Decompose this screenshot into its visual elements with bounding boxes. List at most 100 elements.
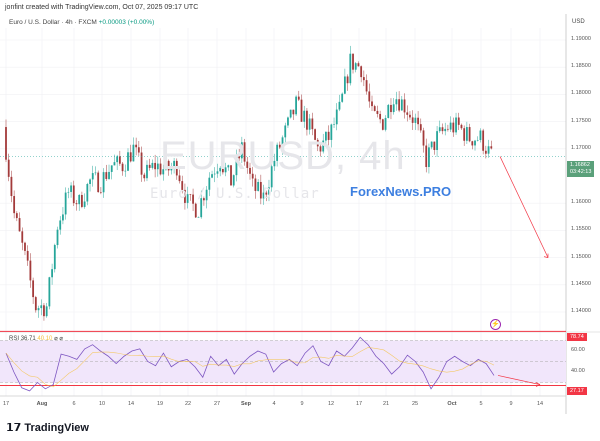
candle-body — [447, 128, 449, 130]
symbol-name: Euro / U.S. Dollar · 4h · FXCM — [9, 19, 97, 26]
candle-body — [479, 130, 482, 141]
candle-body — [476, 140, 479, 141]
candle-body — [303, 110, 306, 122]
candle-body — [83, 201, 86, 207]
candle-body — [197, 217, 200, 218]
date-tick-label: 14 — [127, 401, 135, 407]
candle-body — [200, 198, 203, 218]
candle-body — [108, 171, 110, 179]
candle-body — [325, 131, 327, 141]
chart-credit: jonfint created with TradingView.com, Oc… — [5, 4, 199, 11]
candle-body — [251, 173, 254, 179]
candle-body — [411, 117, 414, 123]
candle-body — [490, 146, 493, 149]
forexnews-brand: ForexNews.PRO — [350, 184, 452, 199]
candle-body — [270, 166, 273, 188]
date-tick-label: 12 — [327, 401, 335, 407]
candle-body — [281, 137, 284, 148]
candle-body — [441, 127, 444, 132]
candle-body — [121, 163, 124, 172]
watermark-symbol: EURUSD, 4h — [160, 134, 406, 178]
candle-body — [390, 104, 392, 113]
candle-body — [132, 144, 135, 162]
candle-body — [159, 163, 162, 175]
candle-body — [235, 155, 238, 176]
candle-body — [48, 277, 51, 307]
price-tick-label: 1.15000 — [571, 253, 591, 260]
candle-body — [474, 140, 476, 146]
candle-body — [156, 163, 159, 170]
candle-body — [352, 53, 354, 70]
rsi-forecast-arrowhead — [535, 382, 541, 387]
candle-body — [482, 130, 485, 151]
candle-body — [75, 203, 78, 205]
candle-body — [78, 194, 81, 205]
candle-body — [140, 152, 143, 175]
candle-body — [154, 162, 157, 170]
candle-body — [319, 146, 322, 152]
candle-body — [398, 99, 401, 111]
symbol-legend[interactable]: Euro / U.S. Dollar · 4h · FXCM +0.00003 … — [9, 19, 154, 26]
date-tick-label: 19 — [156, 401, 164, 407]
date-tick-label: 4 — [272, 401, 276, 407]
candle-body — [243, 142, 246, 162]
candle-body — [354, 63, 357, 70]
candle-body — [81, 194, 83, 207]
date-tick-label: 17 — [355, 401, 363, 407]
candle-body — [297, 96, 300, 100]
candle-body — [91, 173, 94, 180]
candle-body — [257, 181, 260, 191]
candle-body — [170, 167, 173, 171]
candle-body — [417, 117, 419, 125]
candle-body — [289, 109, 292, 118]
candle-body — [29, 260, 32, 281]
lightning-icon[interactable]: ⚡ — [490, 319, 501, 330]
candle-body — [295, 96, 297, 115]
candle-body — [110, 165, 113, 172]
candle-body — [460, 124, 463, 129]
candle-body — [213, 173, 216, 175]
price-tick-label: 1.14500 — [571, 280, 591, 287]
candle-body — [249, 167, 251, 174]
rsi-legend[interactable]: RSI 36.71 40.10 ⌀ ⌀ — [9, 335, 63, 342]
candle-body — [335, 109, 338, 125]
candle-body — [124, 170, 127, 172]
bar-countdown: 03:42:13 — [570, 169, 592, 175]
candle-body — [284, 125, 287, 138]
candle-body — [379, 113, 382, 120]
candle-body — [487, 146, 490, 154]
forecast-arrowhead — [543, 253, 549, 258]
candle-body — [102, 172, 105, 193]
candle-body — [192, 194, 194, 204]
candle-body — [113, 162, 116, 166]
price-tick-label: 1.14000 — [571, 308, 591, 314]
candle-body — [327, 131, 330, 140]
candle-body — [240, 142, 243, 159]
candle-body — [422, 130, 425, 146]
candle-body — [15, 213, 18, 219]
candle-body — [24, 242, 26, 251]
candle-body — [368, 91, 371, 102]
rsi-lower-badge: 27.17 — [567, 387, 587, 395]
candle-body — [162, 169, 165, 175]
candle-body — [203, 198, 205, 201]
candle-body — [311, 118, 314, 130]
candle-body — [146, 164, 148, 179]
candle-body — [72, 185, 75, 204]
candle-body — [167, 160, 170, 171]
forecast-arrow — [499, 156, 549, 258]
date-tick-label: 25 — [411, 401, 419, 407]
candle-body — [53, 245, 56, 270]
candle-body — [32, 280, 35, 298]
candle-body — [18, 218, 21, 232]
current-price-badge: 1.16862 03:42:13 — [567, 161, 595, 177]
candle-body — [43, 305, 45, 317]
candle-body — [238, 155, 241, 159]
candle-body — [463, 128, 466, 141]
candle-body — [452, 122, 455, 133]
candle-body — [194, 203, 197, 218]
candle-body — [230, 165, 232, 186]
candle-body — [471, 141, 474, 146]
candle-body — [118, 156, 121, 164]
